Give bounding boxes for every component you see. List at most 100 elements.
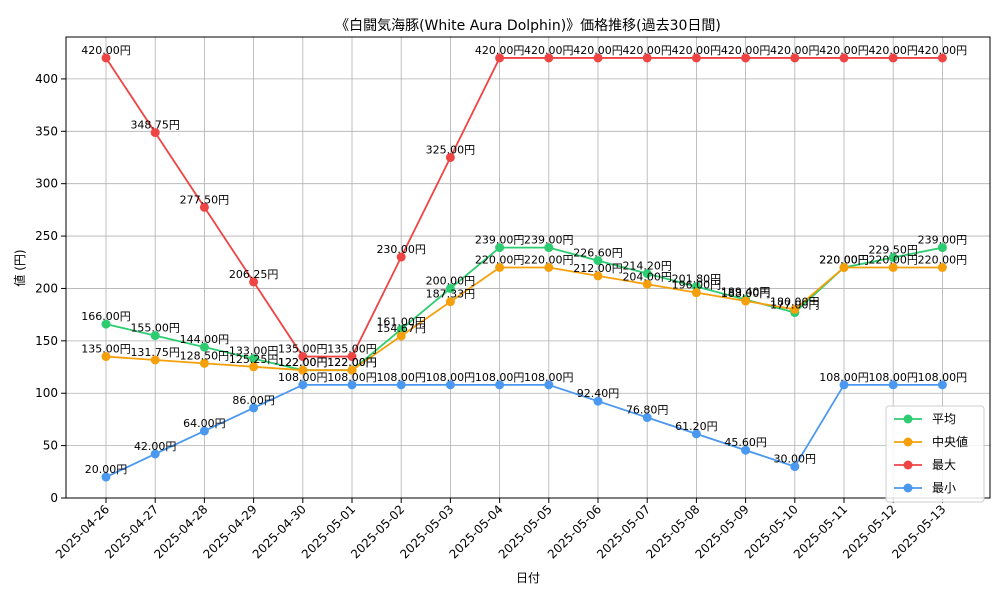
data-point: [790, 304, 800, 314]
data-point: [249, 277, 259, 287]
data-point: [150, 449, 160, 459]
data-point: [199, 342, 209, 352]
data-point: [199, 358, 209, 368]
data-point: [396, 324, 406, 334]
data-point: [495, 243, 505, 253]
data-point: [544, 263, 554, 272]
data-point: [839, 53, 849, 63]
data-label: 226.60円: [573, 247, 623, 260]
y-axis-label: 値 (円): [12, 249, 27, 286]
data-label: 239.00円: [918, 234, 968, 247]
data-point: [101, 352, 111, 362]
data-point: [888, 380, 898, 390]
data-label: 133.00円: [229, 345, 279, 358]
data-point: [347, 365, 357, 375]
data-point: [741, 53, 751, 63]
data-label: 135.00円: [278, 343, 328, 356]
data-point: [888, 253, 898, 263]
data-point: [741, 445, 751, 455]
data-label: 229.50円: [868, 244, 918, 257]
data-label: 108.00円: [376, 371, 426, 384]
data-point: [790, 462, 800, 472]
legend-entry: 平均: [932, 412, 956, 426]
data-label: 125.25円: [229, 353, 279, 366]
data-label: 155.00円: [130, 322, 180, 335]
data-label: 204.00円: [622, 270, 672, 283]
legend-entry: 中央値: [932, 434, 968, 449]
data-label: 144.00円: [180, 333, 230, 346]
data-point: [544, 243, 554, 253]
data-label: 420.00円: [475, 44, 525, 57]
data-point: [544, 380, 554, 390]
data-point: [593, 396, 603, 406]
data-label: 220.00円: [475, 254, 525, 267]
data-label: 420.00円: [918, 44, 968, 57]
data-point: [593, 271, 603, 281]
data-point: [396, 252, 406, 262]
data-label: 122.00円: [327, 356, 377, 369]
data-point: [298, 365, 308, 375]
legend-entry: 最小: [932, 481, 956, 495]
data-point: [347, 352, 357, 362]
data-label: 230.00円: [376, 243, 426, 256]
data-point: [150, 128, 160, 138]
data-point: [396, 331, 406, 341]
y-tick-label: 350: [35, 124, 58, 138]
data-point: [937, 263, 947, 272]
data-point: [495, 263, 505, 272]
series-line-1: [105, 266, 943, 372]
legend-box: [885, 405, 985, 503]
series-layer: [101, 53, 947, 482]
series-line-2: [105, 57, 943, 358]
tick-layer: 2025-04-262025-04-272025-04-282025-04-29…: [35, 72, 948, 562]
data-label: 180.00円: [770, 295, 820, 308]
data-point: [839, 263, 849, 272]
series-line-3: [105, 383, 943, 478]
data-label: 188.00円: [721, 287, 771, 300]
data-point: [495, 53, 505, 63]
data-label: 42.00円: [134, 440, 177, 453]
data-point: [544, 53, 554, 63]
data-label: 420.00円: [524, 44, 574, 57]
data-point: [691, 288, 701, 298]
data-point: [888, 263, 898, 272]
data-point: [495, 380, 505, 390]
data-label: 108.00円: [868, 371, 918, 384]
y-tick-label: 200: [35, 281, 58, 295]
data-label: 108.00円: [327, 371, 377, 384]
data-point: [937, 243, 947, 253]
data-label: 277.50円: [180, 193, 230, 206]
data-point: [642, 269, 652, 279]
data-label: 239.00円: [475, 234, 525, 247]
data-point: [642, 53, 652, 63]
data-point: [249, 362, 259, 372]
chart-title: 《白闘気海豚(White Aura Dolphin)》価格推移(過去30日間): [335, 18, 721, 34]
data-point: [642, 413, 652, 423]
data-point: [790, 53, 800, 63]
data-label: 420.00円: [573, 44, 623, 57]
data-label: 220.00円: [819, 254, 869, 267]
plot-frame: [65, 36, 991, 499]
data-label: 108.00円: [524, 371, 574, 384]
data-point: [445, 152, 455, 162]
data-label: 206.25円: [229, 268, 279, 281]
data-label: 220.00円: [524, 254, 574, 267]
data-point: [691, 429, 701, 439]
data-point: [298, 352, 308, 362]
data-point: [249, 403, 259, 413]
data-label: 166.00円: [81, 310, 131, 323]
y-tick-label: 250: [35, 229, 58, 243]
data-label: 177.00円: [770, 299, 820, 312]
data-label: 135.00円: [81, 343, 131, 356]
data-label: 420.00円: [819, 44, 869, 57]
data-label: 187.33円: [426, 288, 476, 301]
legend-entry: 最大: [932, 458, 956, 472]
y-tick-label: 0: [50, 491, 58, 505]
data-point: [101, 472, 111, 482]
data-label: 239.00円: [524, 234, 574, 247]
data-label: 20.00円: [85, 463, 128, 476]
data-point: [150, 331, 160, 341]
